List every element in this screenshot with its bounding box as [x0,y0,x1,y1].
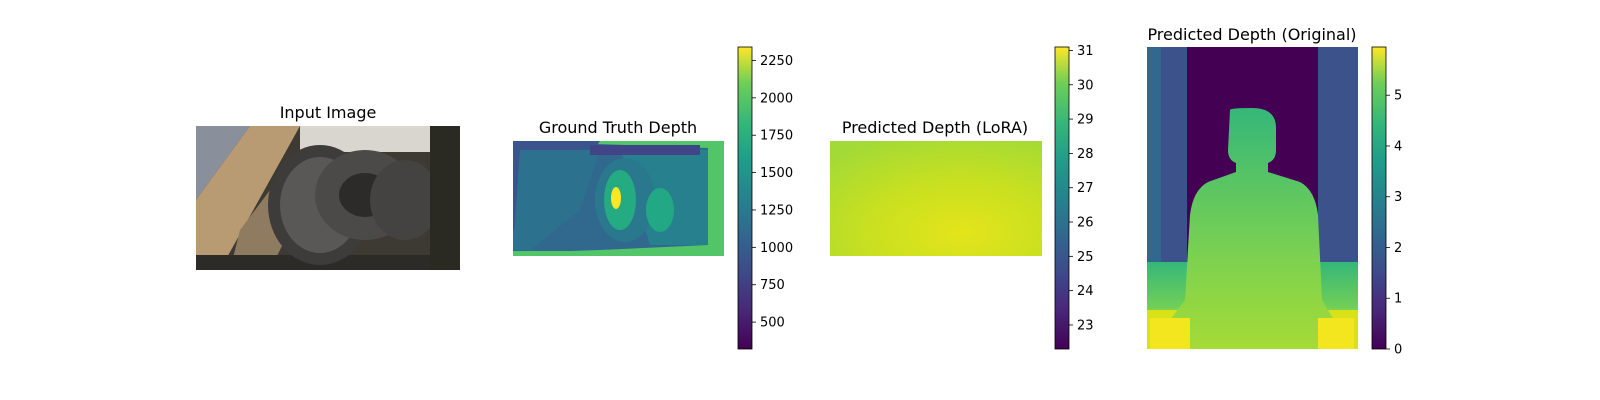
colorbar-tick-label: 1750 [760,129,793,144]
colorbar-tick-label: 25 [1077,250,1094,265]
colorbar-tick-label: 1 [1394,292,1402,307]
panel-title-original: Predicted Depth (Original) [1147,25,1356,44]
colorbar-tick-label: 3 [1394,190,1402,205]
ground-truth-panel: Ground Truth Depth [513,118,724,256]
colorbar-tick-label: 4 [1394,139,1402,154]
colorbar-tick-label: 2 [1394,241,1402,256]
ground-truth-heatmap [513,141,724,256]
colorbar-tick-label: 30 [1077,78,1094,93]
colorbar-tick-label: 28 [1077,147,1094,162]
colorbar-tick-label: 31 [1077,44,1094,59]
colorbar-tick-label: 750 [760,278,785,293]
colorbars: 5007501000125015001750200022502324252627… [737,44,1402,358]
colorbar-ground-truth [737,46,753,350]
colorbar-tick-label: 27 [1077,181,1094,196]
colorbar-tick-label: 29 [1077,113,1094,128]
input-image-panel: Input Image [196,103,460,270]
colorbar-tick-label: 1250 [760,203,793,218]
lora-panel: Predicted Depth (LoRA) [830,118,1042,256]
colorbar-tick-label: 23 [1077,318,1094,333]
panel-title-lora: Predicted Depth (LoRA) [842,118,1028,137]
original-heatmap [1147,47,1358,349]
lora-heatmap [830,141,1042,256]
colorbar-tick-label: 5 [1394,89,1402,104]
original-panel: Predicted Depth (Original) [1147,25,1358,349]
colorbar-tick-label: 26 [1077,216,1094,231]
colorbar-original [1371,46,1387,350]
colorbar-tick-label: 2250 [760,54,793,69]
panel-title-input: Input Image [280,103,377,122]
colorbar-tick-label: 0 [1394,343,1402,358]
colorbar-tick-label: 500 [760,316,785,331]
colorbar-tick-label: 2000 [760,91,793,106]
input-image [196,126,460,270]
colorbar-tick-label: 1000 [760,241,793,256]
panel-title-ground-truth: Ground Truth Depth [539,118,697,137]
colorbar-lora [1054,46,1070,350]
colorbar-tick-label: 1500 [760,166,793,181]
colorbar-tick-label: 24 [1077,284,1094,299]
